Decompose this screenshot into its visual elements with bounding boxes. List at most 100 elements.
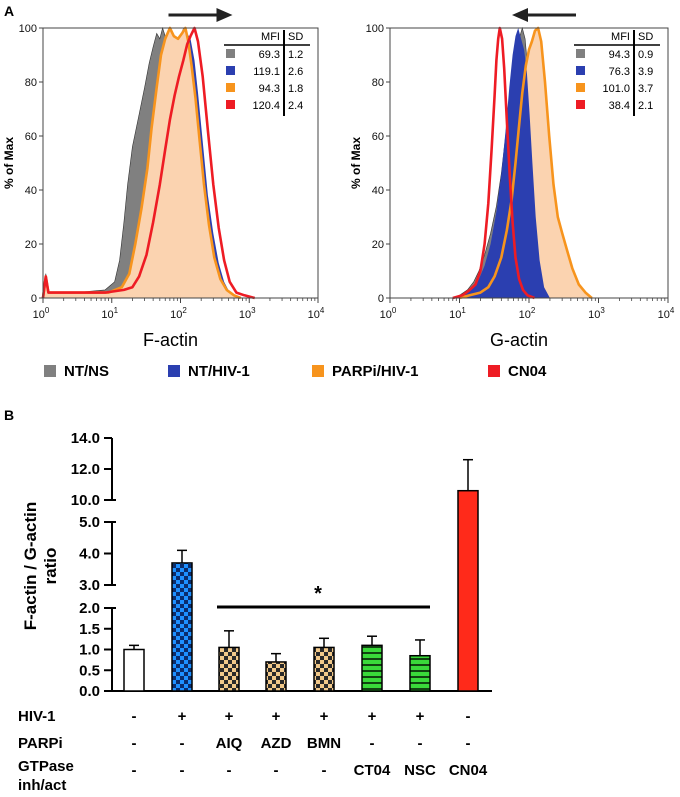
hist2-table-swatch-cn04	[576, 100, 585, 109]
hist2-xtick-base: 10	[449, 309, 461, 321]
bar-y-tick-label: 10.0	[71, 492, 100, 509]
bar-y-tick-label: 0.0	[79, 683, 100, 700]
hist2-xtick-base: 10	[519, 309, 531, 321]
cell-hiv: +	[320, 708, 329, 725]
hist1-table-sd: 2.6	[288, 66, 303, 78]
bar-y-tick-label: 12.0	[71, 461, 100, 478]
bar-y-tick-label: 2.0	[79, 600, 100, 617]
hist2-table-sd: 3.9	[638, 66, 653, 78]
hist1-ytick-label: 100	[19, 23, 37, 35]
hist1-xtick-exp: 1	[114, 306, 119, 315]
hist2-cn04-line	[452, 26, 535, 300]
condition-table: HIV-1 PARPi GTPase inh/act - + + + + + + - - - AIQ AZD B…	[18, 708, 488, 794]
hist1-cn04-line	[41, 26, 256, 300]
hist1-xtick-label: 104	[308, 306, 325, 321]
hist2-ytick-label: 100	[366, 23, 384, 35]
legend-swatch-cn04	[488, 365, 500, 377]
hist1-table-swatch-nt-hiv	[226, 66, 235, 75]
hist2-xtick-exp: 0	[392, 306, 397, 315]
hist1-xtick-base: 10	[308, 309, 320, 321]
cell-parpi: -	[418, 735, 423, 752]
hist2-table-swatch-nt-hiv	[576, 66, 585, 75]
bar-azd	[265, 661, 287, 692]
hist1-table-sd: 1.8	[288, 83, 303, 95]
hist2-xtick-base: 10	[380, 309, 392, 321]
cell-gtpase: NSC	[404, 762, 436, 779]
hist2-table-mfi: 94.3	[609, 49, 630, 61]
hist1-ytick-label: 80	[25, 77, 37, 89]
bar-bmn	[313, 646, 335, 692]
hist2-ytick-label: 40	[372, 185, 384, 197]
hist2-parpi-line	[459, 26, 593, 300]
hist2-table-sd: 0.9	[638, 49, 653, 61]
legend-swatch-nt-hiv	[168, 365, 180, 377]
hist1-xtick-label: 103	[239, 306, 256, 321]
hist1-ytick-label: 0	[31, 293, 37, 305]
bar-y-tick-label: 14.0	[71, 430, 100, 447]
hist2-nt-hiv-fill	[452, 28, 550, 298]
cell-hiv: +	[368, 708, 377, 725]
cell-parpi: -	[370, 735, 375, 752]
hist1-xtick-base: 10	[239, 309, 251, 321]
cell-parpi: -	[466, 735, 471, 752]
hist1-table-sd: 2.4	[288, 100, 303, 112]
panel-label-a: A	[4, 3, 14, 19]
hist2-xtick-exp: 2	[531, 306, 536, 315]
bar-nsc	[409, 654, 431, 692]
cell-hiv: -	[466, 708, 471, 725]
hist1-table-mfi: 69.3	[259, 49, 280, 61]
bar-aiq	[218, 646, 240, 692]
cell-hiv: +	[225, 708, 234, 725]
hist1-table-header-sd: SD	[288, 31, 303, 43]
hist2-xtick-label: 101	[449, 306, 466, 321]
cell-gtpase: CN04	[449, 762, 488, 779]
f-actin-mfi-table: MFI SD 69.3 1.2 119.1 2.6 94.3 1.8 120.4 2.4	[224, 30, 310, 116]
hist2-ytick-label: 80	[372, 77, 384, 89]
hist2-table-mfi: 76.3	[609, 66, 630, 78]
hist2-xtick-exp: 1	[461, 306, 466, 315]
f-actin-y-label: % of Max	[2, 137, 16, 189]
cell-gtpase: -	[322, 762, 327, 779]
cell-parpi: AIQ	[216, 735, 243, 752]
bar-y-tick-label: 5.0	[79, 514, 100, 531]
hist1-table-swatch-nt-ns	[226, 49, 235, 58]
bar-y-tick-label: 4.0	[79, 546, 100, 563]
f-actin-direction-arrow-icon	[168, 8, 233, 22]
bar-control	[123, 648, 145, 692]
hist1-xtick-exp: 2	[182, 306, 187, 315]
hist1-xtick-label: 102	[170, 306, 187, 321]
hist2-ytick-label: 0	[378, 293, 384, 305]
bar-hiv-1	[171, 562, 193, 692]
bar-y-tick-label: 1.0	[79, 642, 100, 659]
hist2-table-mfi: 101.0	[602, 83, 630, 95]
hist1-table-swatch-parpi	[226, 83, 235, 92]
hist2-xtick-label: 104	[658, 306, 675, 321]
legend-swatch-parpi	[312, 365, 324, 377]
hist2-table-swatch-parpi	[576, 83, 585, 92]
hist1-xtick-label: 101	[101, 306, 118, 321]
hist1-arrow-head	[216, 8, 233, 22]
cell-gtpase: CT04	[354, 762, 391, 779]
legend: NT/NS NT/HIV-1 PARPi/HIV-1 CN04	[44, 363, 547, 380]
hist1-xtick-base: 10	[101, 309, 113, 321]
hist1-xtick-exp: 4	[320, 306, 325, 315]
hist1-table-mfi: 119.1	[253, 66, 280, 78]
hist1-ytick-label: 20	[25, 239, 37, 251]
hist1-table-header-mfi: MFI	[261, 31, 280, 43]
cell-gtpase: -	[180, 762, 185, 779]
bar-ct04	[361, 644, 383, 692]
legend-swatch-nt-ns	[44, 365, 56, 377]
g-actin-series	[452, 26, 593, 300]
legend-label-nt-hiv: NT/HIV-1	[188, 363, 250, 380]
hist1-xtick-base: 10	[33, 309, 45, 321]
f-actin-x-label: F-actin	[143, 330, 198, 350]
hist2-xtick-exp: 3	[600, 306, 605, 315]
cell-hiv: +	[272, 708, 281, 725]
hist2-ytick-label: 20	[372, 239, 384, 251]
cell-parpi: -	[132, 735, 137, 752]
cell-hiv: +	[178, 708, 187, 725]
